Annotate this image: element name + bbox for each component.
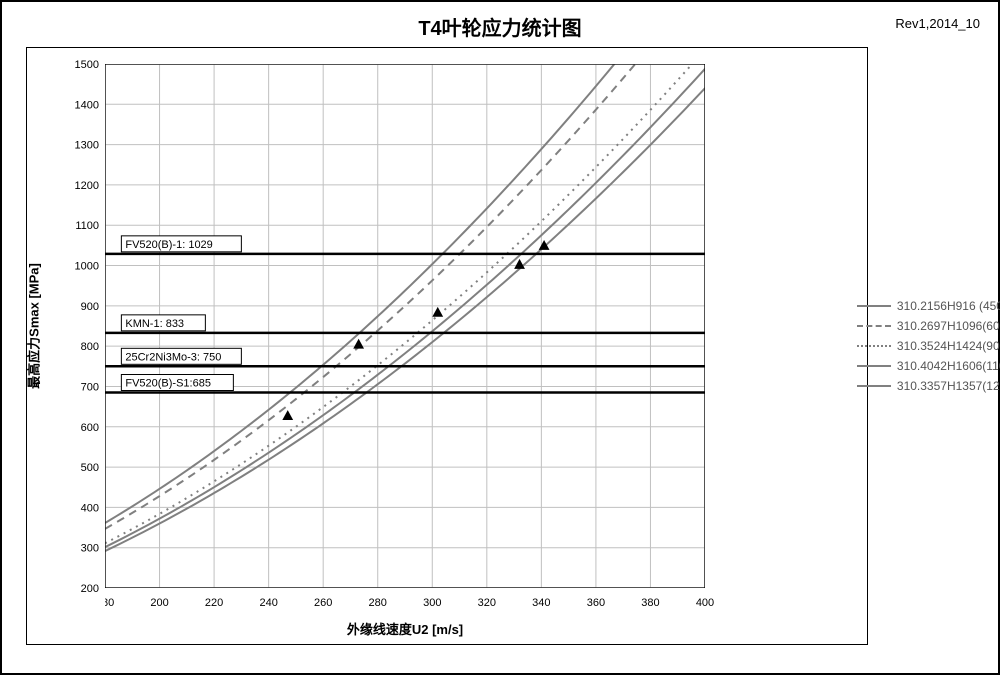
svg-text:700: 700: [81, 381, 99, 393]
svg-text:340: 340: [532, 597, 550, 609]
svg-text:1500: 1500: [75, 59, 99, 71]
x-axis-label: 外缘线速度U2 [m/s]: [105, 619, 705, 638]
revision-label: Rev1,2014_10: [895, 16, 980, 31]
legend-item: 310.2156H916 (450): [857, 299, 1000, 313]
chart-box: 最高应力Smax [MPa] FV520(B)-1: 1029 KMN-1: 83…: [26, 47, 868, 645]
svg-text:380: 380: [641, 597, 659, 609]
legend: 310.2156H916 (450) 310.2697H1096(600) 310.…: [857, 293, 1000, 399]
svg-text:400: 400: [696, 597, 714, 609]
svg-text:25Cr2Ni3Mo-3: 750: 25Cr2Ni3Mo-3: 750: [125, 351, 221, 363]
svg-text:360: 360: [587, 597, 605, 609]
y-tick-labels: 200 300 400 500 600 700 800 900 1000 1100 1200 1300…: [55, 48, 105, 608]
svg-text:300: 300: [423, 597, 441, 609]
svg-text:1100: 1100: [75, 220, 99, 232]
plot-area: FV520(B)-1: 1029 KMN-1: 833 25Cr2Ni3Mo-3: …: [105, 64, 705, 588]
svg-text:1400: 1400: [75, 99, 99, 111]
legend-item: 310.4042H1606(1100): [857, 359, 1000, 373]
svg-text:260: 260: [314, 597, 332, 609]
svg-text:200: 200: [81, 583, 99, 595]
svg-text:320: 320: [478, 597, 496, 609]
svg-text:500: 500: [81, 462, 99, 474]
svg-text:280: 280: [369, 597, 387, 609]
svg-text:220: 220: [205, 597, 223, 609]
legend-item: 310.3524H1424(900): [857, 339, 1000, 353]
figure-container: Rev1,2014_10 T4叶轮应力统计图 最高应力Smax [MPa] FV…: [0, 0, 1000, 675]
svg-text:FV520(B)-S1:685: FV520(B)-S1:685: [125, 378, 211, 390]
y-axis-label: 最高应力Smax [MPa]: [33, 64, 51, 588]
chart-title: T4叶轮应力统计图: [10, 12, 990, 41]
chart-svg: FV520(B)-1: 1029 KMN-1: 833 25Cr2Ni3Mo-3: …: [105, 64, 705, 588]
svg-text:1300: 1300: [75, 140, 99, 152]
svg-text:800: 800: [81, 341, 99, 353]
svg-text:240: 240: [259, 597, 277, 609]
legend-item: 310.3357H1357(1248): [857, 379, 1000, 393]
svg-text:900: 900: [81, 301, 99, 313]
svg-text:1200: 1200: [75, 180, 99, 192]
legend-item: 310.2697H1096(600): [857, 319, 1000, 333]
svg-text:180: 180: [105, 597, 114, 609]
svg-text:400: 400: [81, 502, 99, 514]
svg-text:300: 300: [81, 543, 99, 555]
svg-text:KMN-1: 833: KMN-1: 833: [125, 318, 184, 330]
svg-text:200: 200: [150, 597, 168, 609]
svg-text:600: 600: [81, 422, 99, 434]
x-tick-labels: 180 200 220 240 260 280 300 320 340 360 380 400: [105, 592, 805, 612]
svg-text:1000: 1000: [75, 261, 99, 273]
svg-text:FV520(B)-1: 1029: FV520(B)-1: 1029: [125, 239, 212, 251]
